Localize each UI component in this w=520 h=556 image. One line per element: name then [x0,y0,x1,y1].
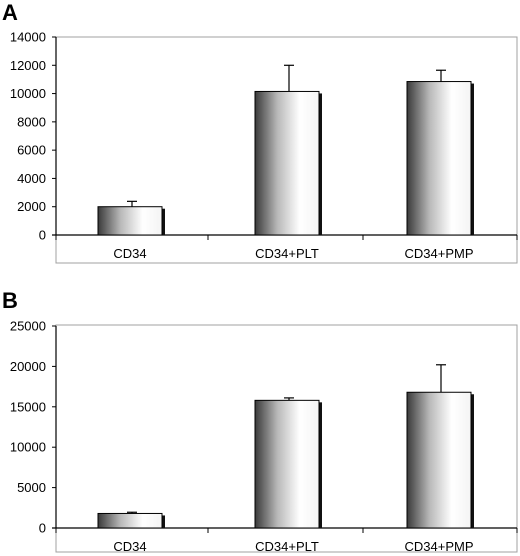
panel-a-y-tick-label: 4000 [17,171,46,186]
panel-b-marks: 0 5000 10000 15000 20000 25000 CD34 CD34+PLT CD3… [10,319,518,554]
panel-b-category-label-cd34-pmp: CD34+PMP [405,539,474,554]
panel-a-bar-cd34-pmp [406,81,472,236]
panel-b-bar-cd34-plt [254,399,320,529]
panel-a-y-tick-label: 0 [39,228,46,243]
panel-a-category-label-cd34: CD34 [113,246,146,261]
panel-a-marks: 0 2000 4000 6000 8000 10000 12000 14000 CD34 CD34… [10,30,518,261]
panel-a-y-tick-label: 8000 [17,114,46,129]
panel-a-y-tick-label: 6000 [17,143,46,158]
panel-a-y-tick-label: 12000 [10,58,46,73]
panel-a-bar-cd34 [97,206,163,236]
panel-a-y-tick-label: 14000 [10,30,46,45]
panel-b-y-tick-label: 15000 [10,399,46,414]
panel-b-category-label-cd34: CD34 [113,539,146,554]
panel-b-bar-cd34-pmp [406,391,472,529]
panel-b-y-tick-label: 0 [39,521,46,536]
panel-b-y-tick-label: 20000 [10,359,46,374]
panel-a-y-tick-label: 10000 [10,86,46,101]
panel-a-category-label-cd34-plt: CD34+PLT [255,246,319,261]
panel-b-category-label-cd34-plt: CD34+PLT [255,539,319,554]
panel-b-letter: B [2,288,18,313]
panel-b: B 0 5000 10000 15000 20000 25000 CD34 CD34+PLT C… [2,288,518,554]
panel-b-y-tick-label: 5000 [17,480,46,495]
panel-a-bar-cd34-plt [254,90,320,236]
panel-a: A 0 2000 4000 6000 8000 10000 12000 14000 CD34 CD… [2,0,518,264]
panel-b-y-tick-label: 10000 [10,440,46,455]
panel-b-bar-cd34 [97,512,163,529]
panel-a-letter: A [2,0,18,25]
panel-b-y-tick-label: 25000 [10,319,46,334]
panel-a-category-label-cd34-pmp: CD34+PMP [405,246,474,261]
panel-a-y-tick-label: 2000 [17,199,46,214]
